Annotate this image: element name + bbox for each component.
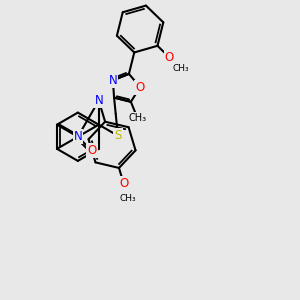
Text: S: S: [114, 129, 122, 142]
Text: CH₃: CH₃: [172, 64, 189, 73]
Text: O: O: [119, 177, 128, 190]
Text: O: O: [164, 51, 174, 64]
Text: CH₃: CH₃: [128, 113, 147, 123]
Text: N: N: [94, 94, 103, 107]
Text: N: N: [109, 74, 117, 87]
Text: O: O: [135, 81, 145, 94]
Text: O: O: [87, 144, 97, 158]
Text: CH₃: CH₃: [120, 194, 136, 203]
Text: N: N: [74, 130, 82, 143]
